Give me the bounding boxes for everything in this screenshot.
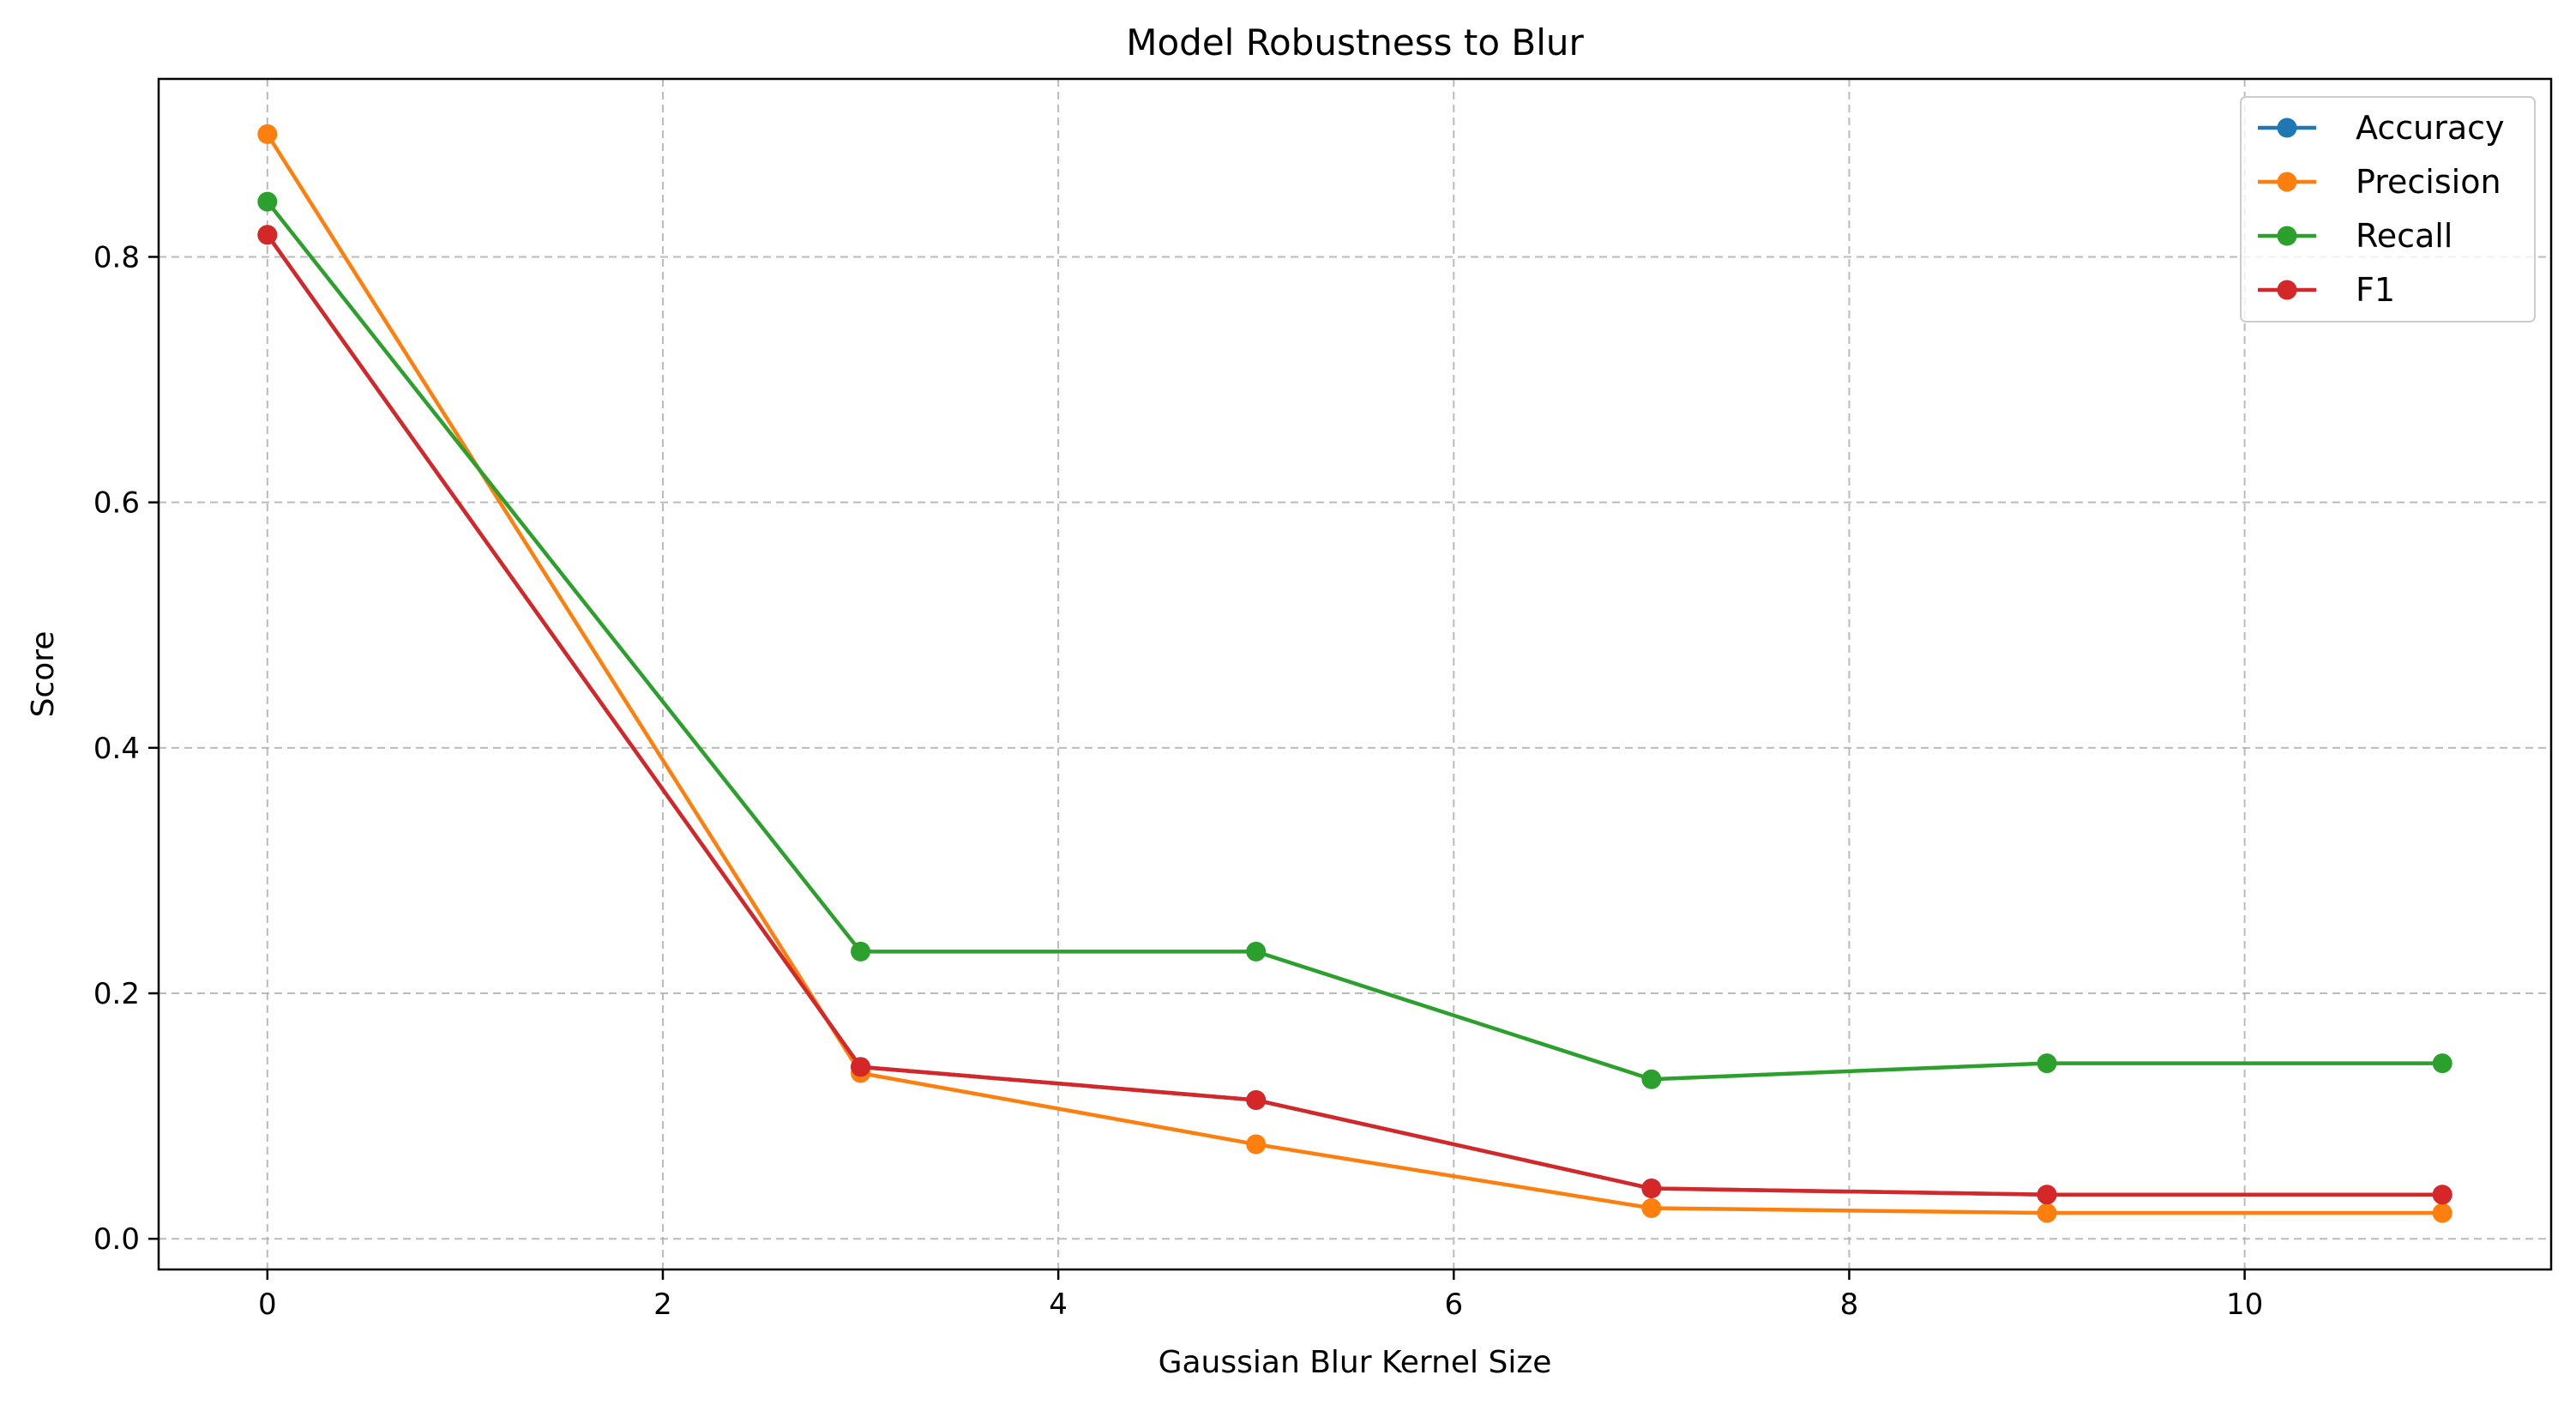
x-tick-label: 8: [1840, 1287, 1859, 1322]
series-line: [265, 133, 2443, 1215]
x-tick-label: 2: [653, 1287, 672, 1322]
legend: Accuracy Precision Recall F1: [2240, 96, 2536, 323]
y-tick-label: 0.8: [93, 240, 140, 274]
data-point: [257, 124, 278, 144]
x-axis-label: Gaussian Blur Kernel Size: [1159, 1345, 1552, 1380]
y-axis-ticks: 0.0 0.2 0.4 0.6 0.8: [93, 240, 159, 1257]
data-point: [2432, 1185, 2453, 1205]
data-point: [851, 941, 871, 962]
chart-title: Model Robustness to Blur: [1126, 21, 1584, 63]
plot-frame: [157, 77, 2553, 1271]
series-recall: [257, 191, 2453, 1089]
series-layer: [257, 124, 2453, 1223]
data-point: [2432, 1053, 2453, 1074]
legend-marker: [2277, 118, 2297, 138]
series-f1: [257, 225, 2453, 1205]
series-line: [265, 233, 2443, 1197]
legend-item-f1: F1: [2258, 271, 2395, 309]
grid-lines: [159, 79, 2551, 1269]
x-tick-label: 4: [1049, 1287, 1068, 1322]
y-tick-label: 0.2: [93, 977, 140, 1011]
y-axis-label: Score: [26, 631, 61, 718]
legend-item-accuracy: Accuracy: [2258, 109, 2505, 147]
series-line: [266, 200, 2443, 1082]
series-precision: [257, 124, 2453, 1223]
x-tick-label: 0: [258, 1287, 277, 1322]
x-tick-label: 6: [1444, 1287, 1463, 1322]
legend-box: [2240, 96, 2536, 323]
legend-label: Precision: [2356, 163, 2501, 201]
data-point: [2037, 1203, 2057, 1223]
data-point: [257, 225, 278, 245]
y-tick-label: 0.0: [93, 1222, 140, 1257]
data-point: [1246, 1134, 1267, 1155]
y-tick-label: 0.6: [93, 486, 140, 521]
legend-label: Accuracy: [2356, 109, 2505, 147]
legend-marker: [2277, 280, 2297, 300]
legend-label: F1: [2356, 271, 2395, 309]
data-point: [2037, 1053, 2057, 1074]
x-tick-label: 10: [2226, 1287, 2263, 1322]
data-point: [1641, 1197, 1662, 1218]
legend-marker: [2277, 172, 2297, 192]
legend-marker: [2277, 226, 2297, 246]
data-point: [2037, 1185, 2057, 1205]
data-point: [1246, 1090, 1267, 1111]
data-point: [257, 191, 278, 212]
x-axis-ticks: 0 2 4 6 8 10: [258, 1269, 2263, 1322]
data-point: [1641, 1069, 1662, 1089]
data-point: [1641, 1179, 1662, 1199]
data-point: [2432, 1203, 2453, 1223]
data-point: [851, 1057, 871, 1077]
legend-item-recall: Recall: [2258, 217, 2453, 255]
legend-label: Recall: [2356, 217, 2453, 255]
legend-item-precision: Precision: [2258, 163, 2501, 201]
y-tick-label: 0.4: [93, 732, 140, 766]
data-point: [1246, 941, 1267, 962]
